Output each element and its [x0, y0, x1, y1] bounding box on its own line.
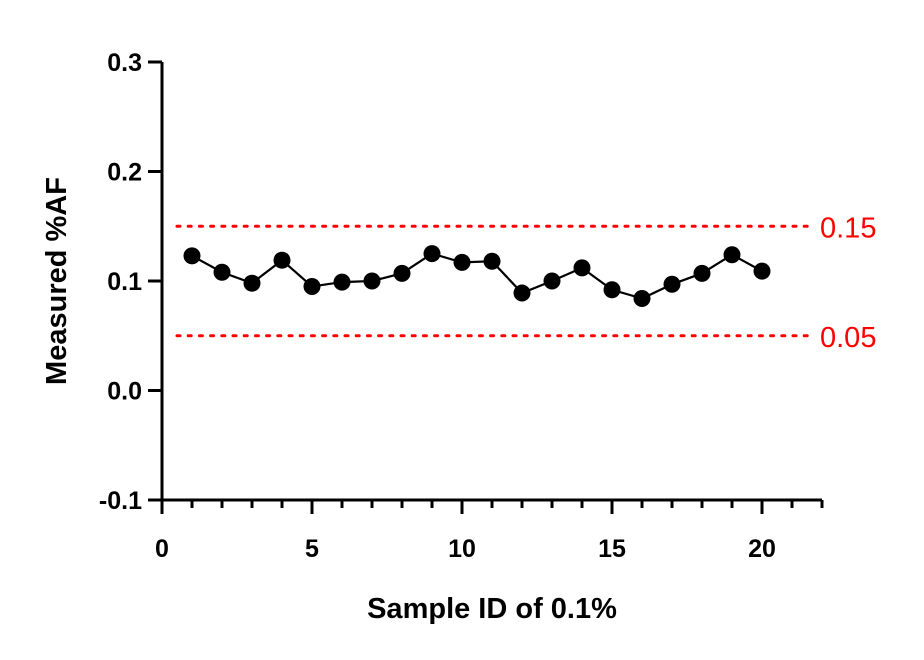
- reference-lines: 0.15 0.05: [175, 212, 876, 354]
- data-point: [333, 273, 351, 291]
- x-tick-label: 20: [748, 535, 776, 563]
- x-tick-label: 15: [598, 535, 626, 563]
- y-tick-label: 0.2: [107, 159, 142, 187]
- data-point: [213, 263, 231, 281]
- data-point: [273, 251, 291, 269]
- data-point: [633, 290, 651, 308]
- data-point: [393, 264, 411, 282]
- data-point: [303, 277, 321, 295]
- data-point: [363, 272, 381, 290]
- data-point: [663, 275, 681, 293]
- reference-line-label: 0.15: [820, 212, 876, 244]
- data-point: [603, 281, 621, 299]
- data-series: [183, 245, 771, 308]
- data-point: [513, 284, 531, 302]
- data-point: [243, 274, 261, 292]
- y-tick-label: -0.1: [99, 487, 142, 515]
- y-tick-label: 0.1: [107, 268, 142, 296]
- data-point: [573, 259, 591, 277]
- y-tick-label: 0.0: [107, 378, 142, 406]
- x-axis-title: Sample ID of 0.1%: [367, 593, 617, 625]
- data-point: [723, 246, 741, 264]
- data-point: [453, 253, 471, 271]
- data-point: [753, 262, 771, 280]
- data-point: [483, 252, 501, 270]
- reference-line-label: 0.05: [820, 322, 876, 354]
- y-tick-label: 0.3: [107, 49, 142, 77]
- data-point: [183, 247, 201, 265]
- x-tick-label: 5: [305, 535, 319, 563]
- x-tick-label: 0: [155, 535, 169, 563]
- data-point: [543, 272, 561, 290]
- axes: -0.1 0.0 0.1 0.2 0.3 0 5 10 15 20: [99, 49, 824, 563]
- data-point: [423, 245, 441, 263]
- x-tick-label: 10: [448, 535, 476, 563]
- data-point: [693, 264, 711, 282]
- y-axis-title: Measured %AF: [41, 177, 73, 385]
